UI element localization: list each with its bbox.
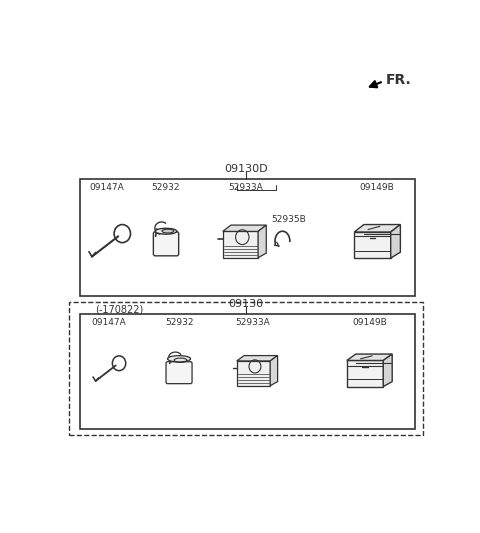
Text: 09149B: 09149B	[352, 318, 387, 327]
Polygon shape	[258, 225, 266, 257]
FancyBboxPatch shape	[154, 232, 179, 256]
Ellipse shape	[155, 228, 177, 234]
Polygon shape	[347, 354, 392, 360]
Polygon shape	[354, 224, 400, 232]
Text: 52935B: 52935B	[271, 215, 306, 224]
Text: 52933A: 52933A	[228, 183, 264, 192]
FancyBboxPatch shape	[166, 362, 192, 384]
Text: 52933A: 52933A	[235, 318, 270, 327]
Text: 09130: 09130	[228, 300, 264, 310]
Bar	[81, 314, 415, 429]
Polygon shape	[223, 231, 258, 257]
Polygon shape	[347, 360, 383, 386]
Ellipse shape	[168, 356, 191, 362]
Polygon shape	[223, 225, 266, 231]
Text: 09149B: 09149B	[360, 183, 394, 192]
Polygon shape	[354, 232, 391, 258]
Bar	[69, 302, 423, 435]
Text: FR.: FR.	[386, 74, 411, 87]
Text: 09147A: 09147A	[89, 183, 124, 192]
Text: 09147A: 09147A	[91, 318, 126, 327]
Text: 09130D: 09130D	[224, 164, 268, 174]
Polygon shape	[237, 356, 277, 361]
Text: (-170822): (-170822)	[96, 304, 144, 314]
Ellipse shape	[162, 229, 174, 233]
Polygon shape	[237, 361, 270, 386]
Polygon shape	[383, 354, 392, 386]
Polygon shape	[391, 224, 400, 258]
Polygon shape	[270, 356, 277, 386]
Text: 52932: 52932	[165, 318, 193, 327]
Text: 52932: 52932	[152, 183, 180, 192]
Bar	[81, 179, 415, 296]
